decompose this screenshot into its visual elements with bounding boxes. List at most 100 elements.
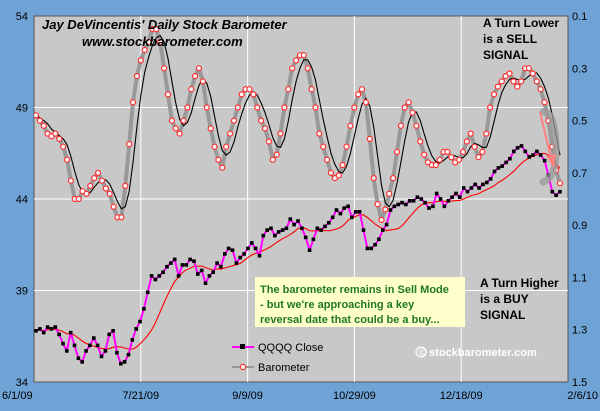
barometer-point: [529, 70, 536, 77]
qqqq-point: [41, 330, 46, 335]
barometer-point: [60, 143, 67, 150]
x-tick-label: 10/29/09: [333, 390, 376, 402]
qqqq-point: [180, 263, 185, 267]
barometer-point: [401, 104, 408, 111]
qqqq-point: [381, 228, 385, 232]
right-tick-label: 0.1: [572, 11, 587, 23]
barometer-point: [405, 99, 412, 106]
qqqq-point: [527, 155, 531, 159]
barometer-point: [261, 125, 269, 132]
qqqq-point: [153, 277, 158, 282]
qqqq-point: [492, 169, 497, 174]
qqqq-point: [199, 268, 204, 273]
barometer-point: [444, 148, 451, 155]
barometer-point: [393, 148, 401, 155]
qqqq-point: [357, 210, 362, 214]
barometer-point: [153, 26, 160, 33]
sell-arrow-halo: [539, 108, 560, 186]
qqqq-point: [203, 281, 208, 285]
right-tick-label: 0.3: [572, 63, 587, 75]
qqqq-point: [242, 252, 246, 256]
qqqq-point: [496, 166, 501, 170]
barometer-point: [126, 141, 133, 148]
note-line-2: - but we're approaching a key: [260, 299, 415, 311]
qqqq-point: [538, 153, 543, 157]
left-tick-label: 54: [16, 11, 28, 23]
barometer-point: [300, 52, 307, 59]
barometer-point: [176, 130, 183, 137]
barometer-point: [293, 57, 300, 64]
qqqq-point: [53, 325, 58, 329]
chart-subtitle: www.stockbarometer.com: [82, 34, 243, 49]
qqqq-point: [84, 349, 88, 353]
sell-note-line-2: is a SELL: [483, 32, 537, 46]
qqqq-point: [388, 208, 393, 212]
note-box: [255, 277, 465, 327]
qqqq-point: [531, 153, 535, 157]
left-tick-label: 39: [16, 286, 28, 298]
barometer-point: [265, 138, 272, 145]
qqqq-point: [115, 350, 119, 355]
qqqq-point: [400, 200, 404, 205]
barometer-point: [36, 117, 44, 124]
qqqq-point: [76, 356, 81, 360]
qqqq-point: [92, 336, 96, 340]
qqqq-point: [211, 270, 215, 274]
barometer-point: [234, 104, 241, 111]
qqqq-point: [307, 248, 312, 252]
barometer-point: [533, 78, 540, 85]
qqqq-point: [519, 144, 524, 148]
qqqq-point: [554, 193, 558, 198]
qqqq-point: [558, 189, 562, 194]
barometer-point: [145, 38, 152, 46]
right-tick-label: 1.5: [572, 377, 587, 389]
qqqq-point: [488, 177, 493, 181]
right-tick-label: 0.9: [572, 220, 587, 232]
qqqq-point: [149, 274, 154, 278]
qqqq-point: [434, 191, 439, 196]
barometer-point: [87, 182, 94, 189]
qqqq-point: [377, 237, 381, 242]
barometer-point: [366, 135, 373, 142]
buy-note-line-2: is a BUY: [480, 292, 529, 306]
left-tick-label: 34: [16, 377, 28, 389]
barometer-point: [556, 180, 564, 187]
qqqq-point: [284, 226, 289, 231]
right-tick-label: 0.7: [572, 168, 587, 180]
barometer-point: [122, 182, 129, 189]
barometer-point: [417, 138, 424, 145]
qqqq-point: [346, 204, 350, 209]
barometer-point: [475, 154, 482, 161]
x-tick-label: 9/9/09: [232, 390, 263, 402]
qqqq-point: [446, 199, 451, 203]
qqqq-point: [72, 343, 77, 348]
qqqq-point: [161, 270, 165, 274]
barometer-point: [355, 91, 362, 98]
qqqq-point: [458, 195, 462, 199]
barometer-point: [161, 65, 168, 72]
barometer-point: [541, 99, 548, 106]
barometer-point: [525, 65, 533, 72]
qqqq-point: [65, 349, 69, 353]
barometer-point: [471, 143, 478, 150]
qqqq-point: [415, 195, 420, 199]
right-axis: 0.1 0.3 0.5 0.7 0.9 1.1 1.3 1.5: [572, 11, 587, 389]
copyright-icon: [415, 346, 427, 358]
qqqq-point: [80, 360, 84, 364]
qqqq-point: [188, 257, 192, 262]
qqqq-point: [323, 224, 327, 229]
qqqq-point: [288, 217, 293, 221]
buy-note-line-1: A Turn Higher: [480, 276, 559, 290]
barometer-point: [281, 104, 288, 111]
qqqq-point: [419, 197, 424, 201]
barometer-point: [409, 109, 416, 116]
barometer-point: [436, 156, 443, 163]
barometer-point: [110, 203, 117, 210]
barometer-point: [335, 172, 342, 179]
barometer-point: [188, 86, 195, 93]
qqqq-point: [477, 186, 481, 190]
qqqq-point: [350, 215, 354, 220]
qqqq-point: [438, 197, 443, 201]
barometer-point: [308, 86, 315, 93]
qqqq-point: [365, 246, 370, 251]
